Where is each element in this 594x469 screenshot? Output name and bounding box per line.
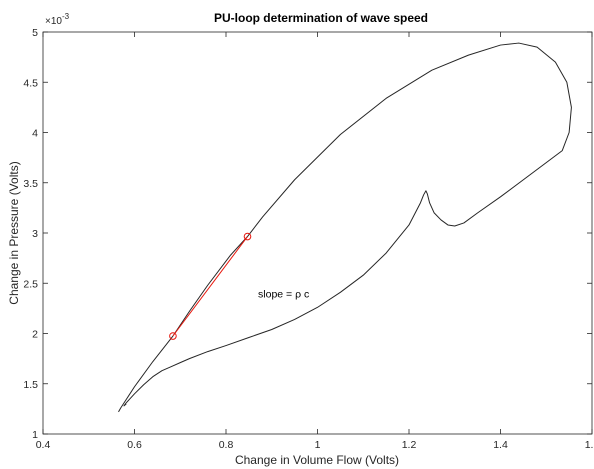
x-tick-label: 0.4: [36, 439, 51, 451]
fit-point-marker: [169, 332, 177, 340]
x-tick-label: 1: [315, 439, 321, 451]
y-tick-label: 5: [32, 27, 38, 39]
y-tick-label: 2.5: [23, 278, 38, 290]
x-tick-label: 1.6: [585, 439, 594, 451]
chart-title: PU-loop determination of wave speed: [214, 11, 428, 25]
axes-box: [42, 31, 593, 435]
y-tick-label: 3: [32, 228, 38, 240]
fit-point-marker: [243, 232, 252, 241]
y-tick-label: 3.5: [23, 178, 38, 190]
y-axis-exponent-base: ×10: [45, 16, 62, 27]
fit-line: [172, 236, 248, 337]
y-tick-label: 4: [32, 128, 38, 140]
pu-loop-line: [118, 42, 572, 413]
y-axis-exponent: ×10-3: [45, 12, 70, 27]
x-axis-label: Change in Volume Flow (Volts): [235, 453, 399, 467]
y-tick-label: 1: [32, 429, 38, 441]
marker-layer: [169, 232, 252, 340]
x-tick-label: 0.8: [219, 439, 234, 451]
plot-area: [42, 31, 593, 435]
annotation-layer: slope = ρ c: [258, 288, 309, 300]
y-axis-exponent-power: -3: [62, 12, 70, 21]
y-axis: 1 1.5 2 2.5 3 3.5 4 4.5 5: [23, 27, 592, 441]
x-axis: 0.4 0.6 0.8 1 1.2 1.4 1.6: [36, 32, 594, 451]
y-tick-label: 1.5: [23, 379, 38, 391]
slope-annotation: slope = ρ c: [258, 288, 309, 300]
y-tick-label: 2: [32, 329, 38, 341]
x-tick-label: 1.2: [402, 439, 417, 451]
y-axis-label: Change in Pressure (Volts): [7, 161, 21, 304]
series-layer: [118, 42, 572, 413]
y-tick-label: 4.5: [23, 77, 38, 89]
x-tick-label: 1.4: [493, 439, 508, 451]
x-tick-label: 0.6: [127, 439, 142, 451]
